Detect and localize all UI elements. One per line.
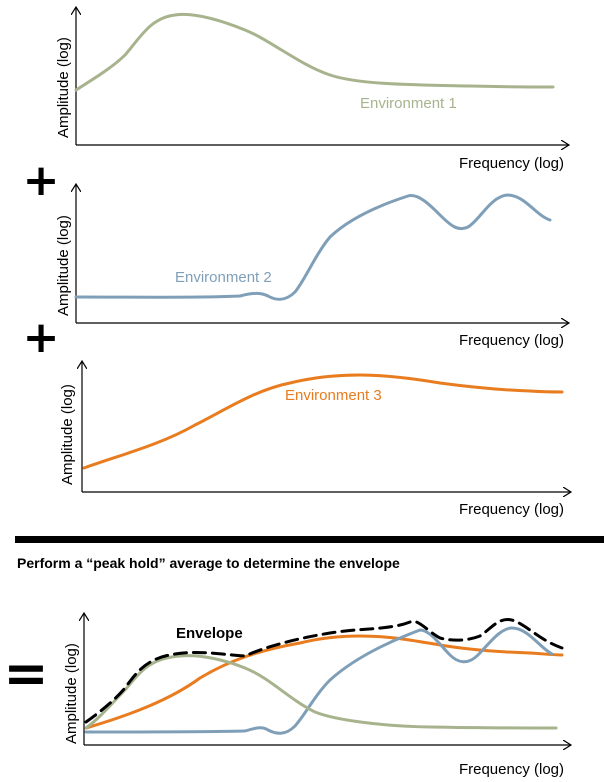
panel-result: Amplitude (log) Frequency (log) Envelope [63, 614, 570, 778]
environment-2-label: Environment 2 [175, 269, 272, 286]
y-axis-label-1: Amplitude (log) [55, 37, 72, 138]
y-axis-label-4: Amplitude (log) [63, 643, 80, 744]
x-axis-label-2: Frequency (log) [459, 332, 564, 349]
result-environment-1-curve [84, 654, 558, 730]
panel-environment-3: Amplitude (log) Frequency (log) Environm… [59, 362, 570, 518]
environment-3-label: Environment 3 [285, 387, 382, 404]
y-axis-label-2: Amplitude (log) [55, 215, 72, 316]
result-environment-2-curve [84, 626, 554, 735]
section-divider [15, 536, 604, 543]
envelope-curve [84, 618, 564, 724]
plus-operator-1: + [23, 155, 60, 206]
environment-1-curve [74, 12, 555, 92]
panel-environment-2: Amplitude (log) Frequency (log) Environm… [55, 185, 568, 349]
y-axis-label-3: Amplitude (log) [59, 384, 76, 485]
result-environment-3-curve [84, 634, 564, 730]
x-axis-label-4: Frequency (log) [459, 761, 564, 778]
equals-operator: = [3, 642, 48, 705]
environment-1-label: Environment 1 [360, 95, 457, 112]
caption-text: Perform a “peak hold” average to determi… [17, 555, 400, 571]
plus-operator-2: + [23, 312, 60, 363]
environment-3-curve [82, 373, 564, 470]
panel-environment-1: Amplitude (log) Frequency (log) Environm… [55, 8, 568, 172]
envelope-label: Envelope [176, 625, 243, 642]
x-axis-label-3: Frequency (log) [459, 501, 564, 518]
environment-2-curve [74, 193, 552, 301]
x-axis-label-1: Frequency (log) [459, 155, 564, 172]
